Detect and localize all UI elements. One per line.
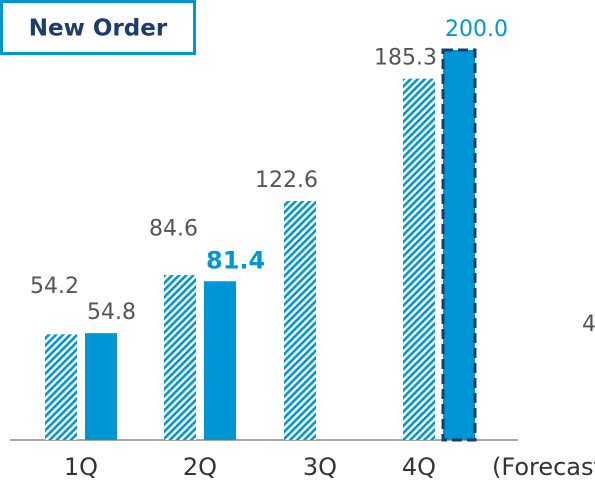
bar (85, 333, 117, 440)
value-label: 81.4 (206, 246, 265, 274)
forecast-label: (Forecast) (492, 453, 595, 481)
value-label: 122.6 (255, 168, 318, 193)
x-tick-label: 3Q (303, 453, 337, 481)
value-label: 54.8 (87, 300, 136, 325)
value-label: 185.3 (374, 46, 437, 71)
value-label: 84.6 (149, 216, 198, 241)
bar (164, 275, 196, 440)
x-tick-label: 2Q (183, 453, 217, 481)
bar (441, 48, 477, 442)
title-box (0, 0, 196, 55)
value-label: 54.2 (30, 274, 79, 299)
x-tick-label: 1Q (64, 453, 98, 481)
bar (403, 78, 435, 440)
title: New Order (29, 16, 168, 42)
bar (45, 334, 77, 440)
x-tick-label: 4Q (402, 453, 436, 481)
cropped-label: 4 (582, 312, 595, 337)
value-label: 200.0 (445, 17, 508, 42)
bar (204, 281, 236, 440)
bar (284, 200, 316, 440)
